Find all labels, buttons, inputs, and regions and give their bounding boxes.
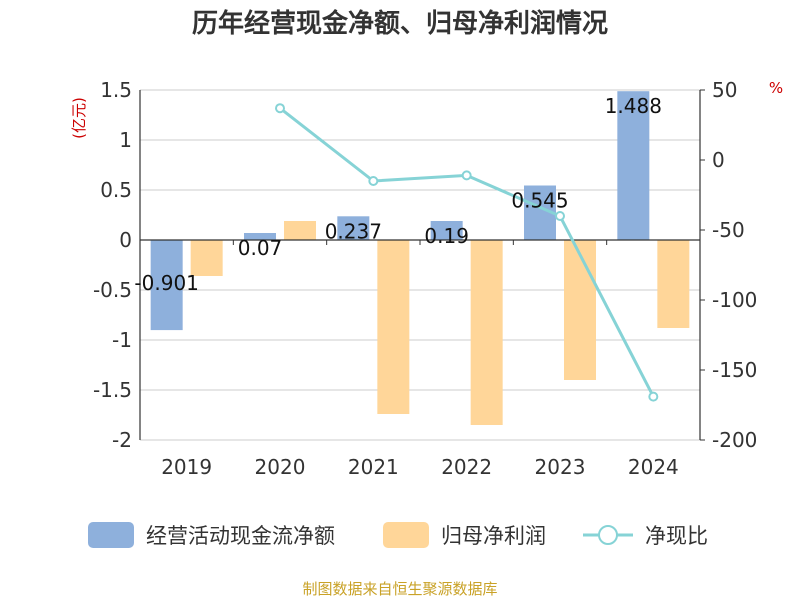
axes: [139, 89, 705, 441]
cashflow-bar: [617, 91, 650, 240]
ratio-point: [555, 211, 565, 221]
left-tick-label: -1: [112, 328, 132, 352]
net-profit-bar: [657, 240, 690, 328]
cashflow-bar: [337, 216, 370, 240]
source-note: 制图数据来自恒生聚源数据库: [302, 580, 497, 598]
chart-title: 历年经营现金净额、归母净利润情况: [192, 8, 608, 39]
right-tick-label: -100: [712, 288, 757, 312]
left-tick-label: -2: [112, 428, 132, 452]
left-tick-label: 1: [119, 128, 132, 152]
right-tick-label: -200: [712, 428, 757, 452]
net-profit-bar: [190, 240, 223, 276]
data-label: -0.901: [134, 271, 198, 295]
x-tick-label: 2024: [628, 455, 679, 479]
left-tick-label: 0.5: [100, 178, 132, 202]
data-label: 1.488: [605, 94, 662, 118]
ratio-line: [275, 103, 659, 402]
cashflow-bar: [430, 221, 463, 240]
gridlines: [140, 89, 700, 441]
data-label: 0.237: [325, 219, 382, 243]
left-tick-label: 1.5: [100, 78, 132, 102]
left-axis-unit: (亿元): [70, 97, 88, 139]
right-tick-label: -50: [712, 218, 745, 242]
cashflow-bar: [244, 233, 276, 240]
bars: [150, 91, 690, 425]
data-label: 0.545: [511, 189, 568, 213]
legend: 经营活动现金流净额 归母净利润 净现比: [88, 522, 708, 548]
x-tick-label: 2019: [161, 455, 212, 479]
x-tick-label: 2023: [535, 455, 586, 479]
cashflow-bar: [150, 240, 183, 331]
ratio-point: [461, 170, 472, 181]
left-tick-label: -1.5: [93, 378, 132, 402]
right-axis-unit: %: [769, 79, 783, 97]
data-label: 0.19: [424, 224, 469, 248]
net-profit-bar: [564, 240, 596, 380]
legend-net-profit-label: 归母净利润: [441, 524, 546, 548]
tick-labels: 1.5 1 0.5 0 -0.5 -1 -1.5 -2 50 0 -50 -100 -150 -200 20…: [93, 78, 757, 479]
x-tick-label: 2020: [255, 455, 306, 479]
legend-cashflow-swatch: [88, 522, 134, 548]
right-tick-label: -150: [712, 358, 757, 382]
data-labels: -0.901 0.07 0.237 0.19 0.545 1.488: [134, 94, 662, 295]
net-profit-bar: [377, 240, 410, 414]
ratio-line-path: [279, 107, 655, 398]
x-tick-label: 2021: [348, 455, 399, 479]
net-profit-bar: [284, 221, 316, 240]
net-profit-bar: [470, 240, 503, 425]
legend-ratio-swatch-dot: [598, 525, 618, 545]
ratio-point: [368, 176, 379, 186]
right-tick-label: 50: [712, 78, 737, 102]
data-label: 0.07: [238, 236, 283, 260]
right-tick-label: 0: [712, 148, 725, 172]
ratio-point: [275, 103, 285, 114]
legend-ratio-label: 净现比: [645, 524, 708, 548]
legend-net-profit-swatch: [383, 522, 429, 548]
left-tick-label: -0.5: [93, 278, 132, 302]
ratio-point: [648, 391, 659, 402]
x-tick-label: 2022: [441, 455, 492, 479]
legend-cashflow-label: 经营活动现金流净额: [146, 524, 335, 548]
left-tick-label: 0: [119, 228, 132, 252]
